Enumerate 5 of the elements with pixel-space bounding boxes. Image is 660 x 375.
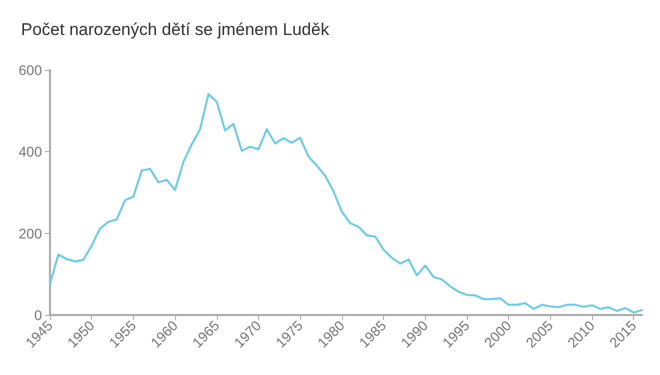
y-tick-label: 0 xyxy=(34,307,42,323)
y-tick-label: 400 xyxy=(18,144,42,160)
chart-title: Počet narozených dětí se jménem Luděk xyxy=(21,20,330,39)
y-tick-label: 600 xyxy=(18,62,42,78)
y-tick-label: 200 xyxy=(18,225,42,242)
